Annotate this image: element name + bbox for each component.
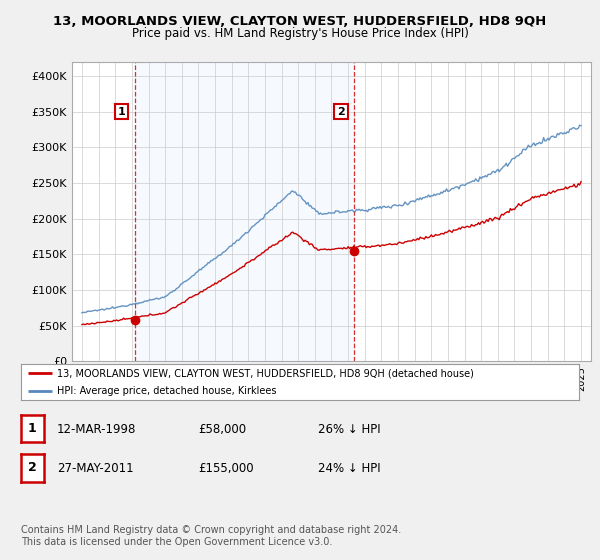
Text: 2: 2	[28, 461, 37, 474]
Text: £155,000: £155,000	[198, 462, 254, 475]
Text: 12-MAR-1998: 12-MAR-1998	[57, 423, 136, 436]
Text: 27-MAY-2011: 27-MAY-2011	[57, 462, 134, 475]
Bar	[135, 62, 355, 361]
Text: £58,000: £58,000	[198, 423, 246, 436]
Text: 1: 1	[28, 422, 37, 435]
Text: 2: 2	[337, 106, 345, 116]
Text: Price paid vs. HM Land Registry's House Price Index (HPI): Price paid vs. HM Land Registry's House …	[131, 27, 469, 40]
Text: HPI: Average price, detached house, Kirklees: HPI: Average price, detached house, Kirk…	[57, 386, 277, 396]
Text: 26% ↓ HPI: 26% ↓ HPI	[318, 423, 380, 436]
Text: 13, MOORLANDS VIEW, CLAYTON WEST, HUDDERSFIELD, HD8 9QH: 13, MOORLANDS VIEW, CLAYTON WEST, HUDDER…	[53, 15, 547, 27]
Text: 1: 1	[118, 106, 125, 116]
Text: Contains HM Land Registry data © Crown copyright and database right 2024.
This d: Contains HM Land Registry data © Crown c…	[21, 525, 401, 547]
Text: 13, MOORLANDS VIEW, CLAYTON WEST, HUDDERSFIELD, HD8 9QH (detached house): 13, MOORLANDS VIEW, CLAYTON WEST, HUDDER…	[57, 368, 474, 378]
Text: 24% ↓ HPI: 24% ↓ HPI	[318, 462, 380, 475]
